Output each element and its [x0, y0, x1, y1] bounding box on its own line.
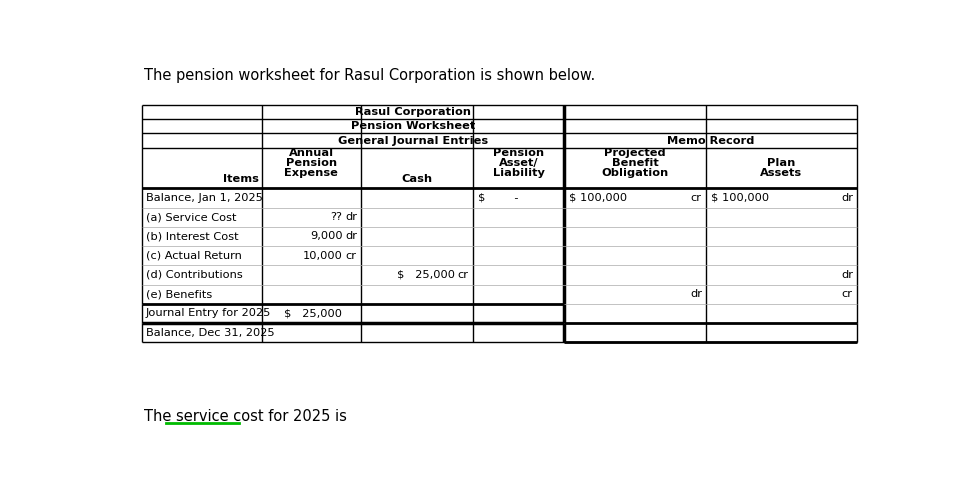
Text: $        -: $ - [478, 193, 519, 203]
Text: Projected: Projected [604, 148, 666, 158]
Text: dr: dr [346, 231, 357, 242]
Text: dr: dr [841, 270, 854, 280]
Text: $   25,000: $ 25,000 [397, 270, 455, 280]
Text: cr: cr [458, 270, 469, 280]
Text: Pension: Pension [286, 158, 337, 168]
Text: The pension worksheet for Rasul Corporation is shown below.: The pension worksheet for Rasul Corporat… [144, 68, 595, 83]
Text: dr: dr [346, 212, 357, 222]
Text: dr: dr [691, 289, 702, 299]
Text: Benefit: Benefit [611, 158, 659, 168]
Text: Asset/: Asset/ [499, 158, 538, 168]
Text: (b) Interest Cost: (b) Interest Cost [146, 231, 239, 242]
Text: $ 100,000: $ 100,000 [569, 193, 627, 203]
Text: Journal Entry for 2025: Journal Entry for 2025 [146, 308, 270, 318]
Text: Balance, Dec 31, 2025: Balance, Dec 31, 2025 [146, 327, 274, 338]
Text: Balance, Jan 1, 2025: Balance, Jan 1, 2025 [146, 193, 263, 203]
Text: The service cost for 2025 is: The service cost for 2025 is [144, 409, 347, 425]
Text: $ 100,000: $ 100,000 [711, 193, 769, 203]
Text: Pension: Pension [494, 148, 544, 158]
Text: Expense: Expense [284, 168, 338, 178]
Text: cr: cr [346, 250, 356, 261]
Text: Assets: Assets [760, 168, 803, 178]
Text: Rasul Corporation: Rasul Corporation [355, 107, 471, 117]
Text: (d) Contributions: (d) Contributions [146, 270, 242, 280]
Text: Cash: Cash [402, 174, 433, 184]
Text: General Journal Entries: General Journal Entries [338, 136, 488, 145]
Text: ??: ?? [330, 212, 342, 222]
Text: (a) Service Cost: (a) Service Cost [146, 212, 236, 222]
Text: Memo Record: Memo Record [667, 136, 754, 145]
Text: Items: Items [223, 174, 259, 184]
Text: cr: cr [841, 289, 853, 299]
Text: Pension Worksheet: Pension Worksheet [351, 121, 475, 131]
Text: cr: cr [691, 193, 701, 203]
Text: Plan: Plan [767, 158, 796, 168]
Text: dr: dr [841, 193, 854, 203]
Text: Obligation: Obligation [602, 168, 668, 178]
Text: (e) Benefits: (e) Benefits [146, 289, 212, 299]
Text: 10,000: 10,000 [302, 250, 342, 261]
Text: 9,000: 9,000 [310, 231, 342, 242]
Text: Liability: Liability [493, 168, 545, 178]
Text: (c) Actual Return: (c) Actual Return [146, 250, 242, 261]
Text: $   25,000: $ 25,000 [284, 308, 342, 318]
Text: Annual: Annual [289, 148, 334, 158]
